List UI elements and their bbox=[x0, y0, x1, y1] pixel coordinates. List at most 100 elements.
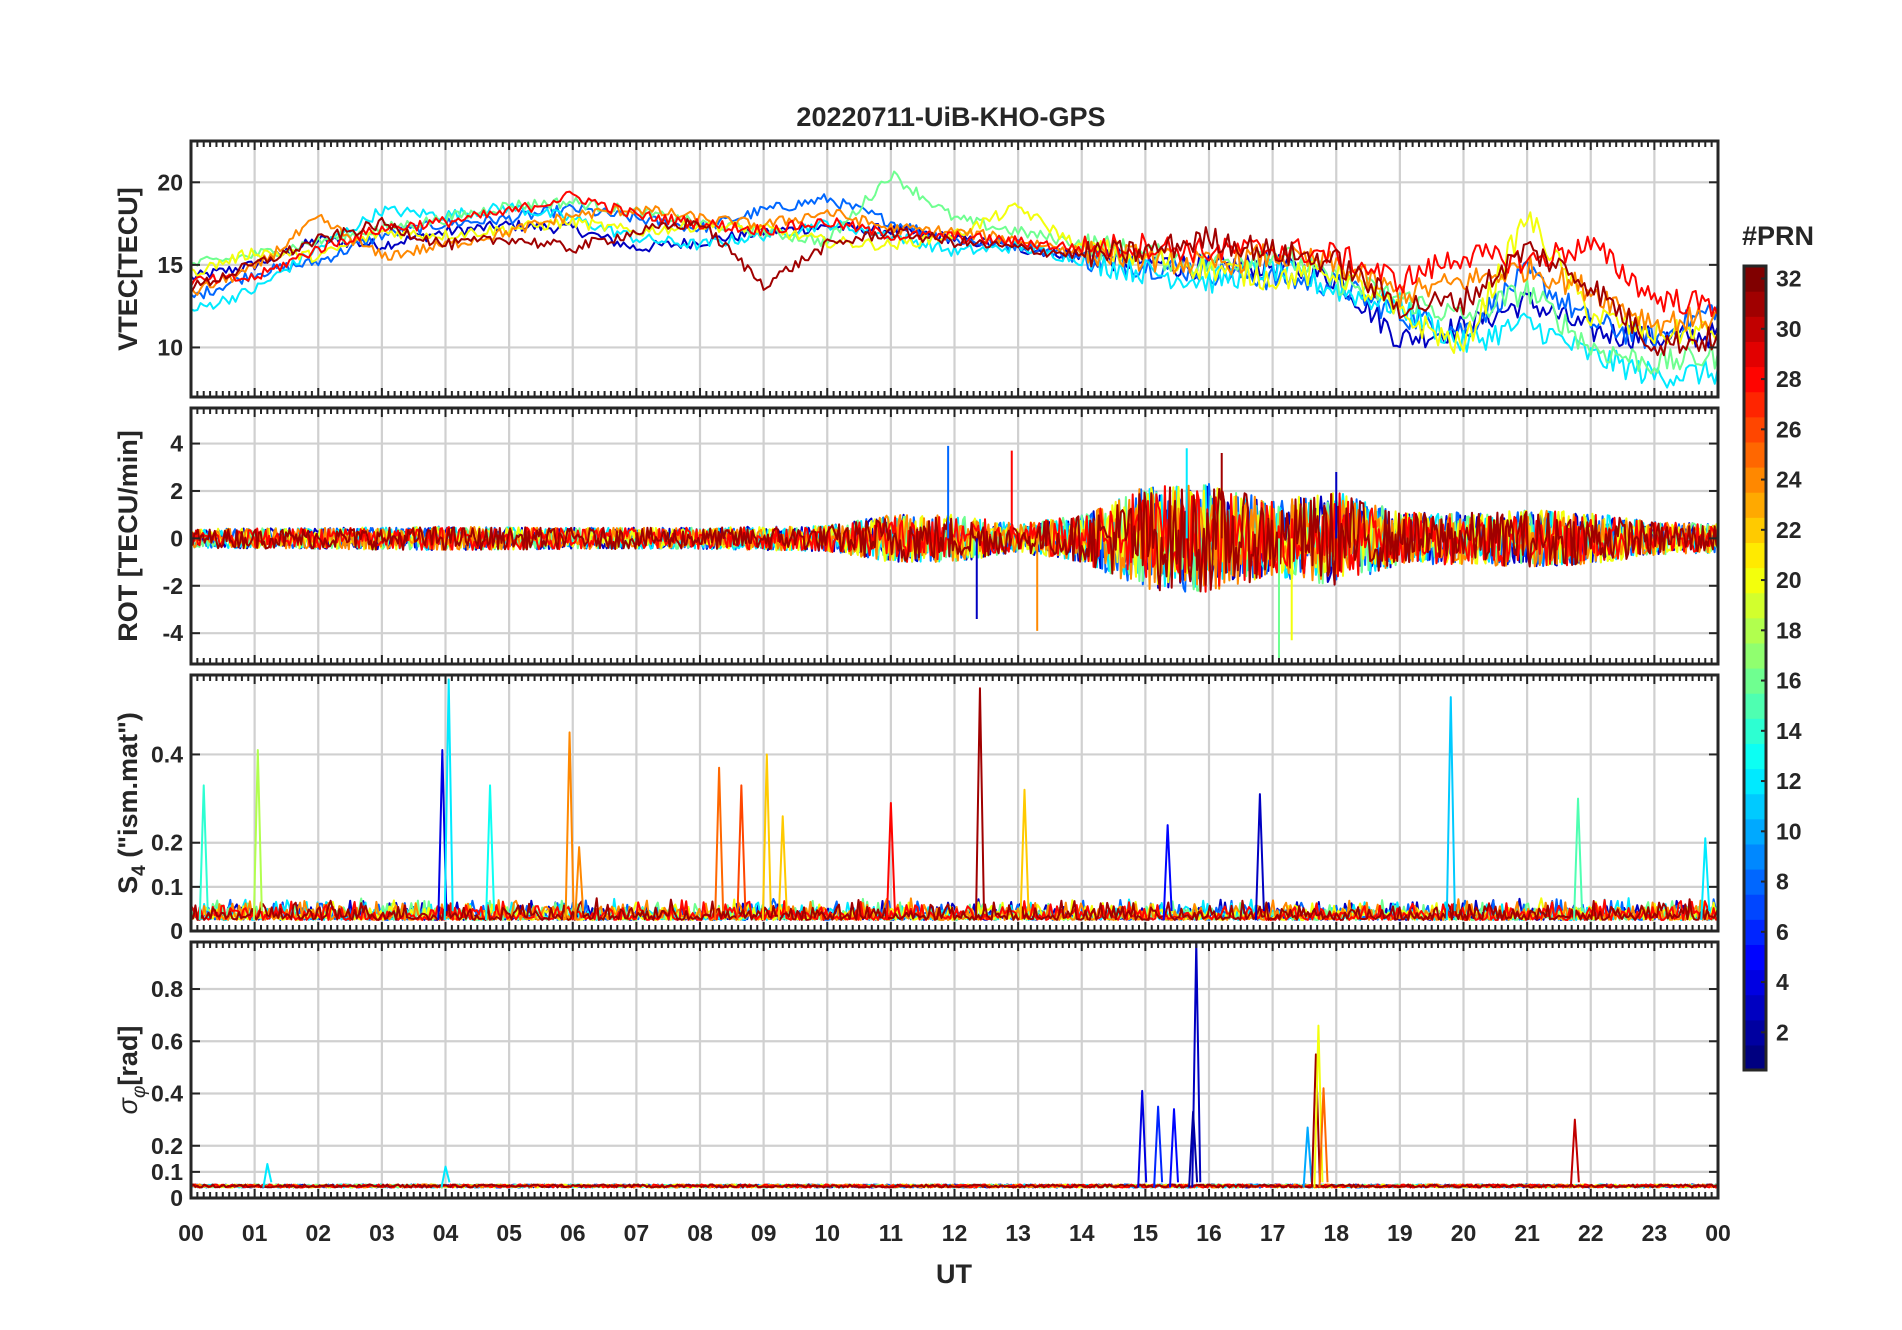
vtec-line-prn-28 bbox=[191, 190, 1718, 318]
colorbar-tick-label: 18 bbox=[1776, 617, 1802, 643]
panel2-spike bbox=[1445, 696, 1456, 920]
panel-vtec: 10 15 20 VTEC[TECU] bbox=[113, 139, 1720, 399]
vtec-line-prn-31 bbox=[191, 216, 1718, 357]
sigma-phi-ticks: 00.10.2 0.4 0.6 0.8 bbox=[151, 942, 1719, 1211]
rot-line-prn-28 bbox=[191, 485, 1718, 593]
panel2-spike bbox=[574, 846, 585, 921]
colorbar-cell bbox=[1744, 919, 1766, 945]
colorbar-tick-label: 12 bbox=[1776, 768, 1802, 794]
colorbar-cell bbox=[1744, 793, 1766, 820]
colorbar-cell bbox=[1744, 517, 1766, 543]
y-tick-label: 0.1 bbox=[151, 874, 183, 900]
y-tick-label: 0 bbox=[170, 525, 183, 551]
x-tick-label: 14 bbox=[1069, 1220, 1095, 1246]
y-tick-label: -2 bbox=[163, 573, 183, 599]
colorbar-cell bbox=[1744, 341, 1766, 368]
colorbar-cell bbox=[1744, 743, 1766, 770]
s4-ylabel-main: S bbox=[113, 876, 143, 894]
colorbar-cell bbox=[1744, 894, 1766, 920]
y-tick-label: 0.2 bbox=[151, 830, 183, 856]
panel3-spike bbox=[1310, 1053, 1321, 1188]
panel2-spike bbox=[564, 731, 575, 920]
y-tick-label: 0.4 bbox=[151, 1081, 183, 1107]
panel-rot: -4 -2 0 2 4 ROT [TECU/min] bbox=[113, 406, 1720, 666]
panel2-spike bbox=[761, 753, 772, 920]
panel2-spike bbox=[1162, 824, 1173, 921]
x-tick-label: 19 bbox=[1387, 1220, 1413, 1246]
colorbar-cell bbox=[1744, 1019, 1766, 1046]
colorbar-tick-label: 20 bbox=[1776, 567, 1802, 593]
colorbar-cell bbox=[1744, 567, 1766, 594]
x-tick-label: 09 bbox=[751, 1220, 777, 1246]
colorbar-tick-label: 16 bbox=[1776, 668, 1802, 694]
s4-ylabel-rest: ("ism.mat") bbox=[113, 712, 143, 865]
y-tick-label: 0 bbox=[170, 1185, 183, 1211]
y-tick-label: 15 bbox=[157, 252, 183, 278]
panel3-spike bbox=[1153, 1105, 1164, 1188]
y-tick-label: 0.8 bbox=[151, 976, 183, 1002]
colorbar-tick-label: 30 bbox=[1776, 316, 1802, 342]
sigma-phi-ylabel-sub: φ bbox=[129, 1086, 150, 1098]
panel2-spike bbox=[443, 678, 454, 920]
x-tick-label: 00 bbox=[1705, 1220, 1731, 1246]
x-tick-label: 07 bbox=[624, 1220, 650, 1246]
colorbar-cell bbox=[1744, 316, 1766, 342]
colorbar-tick-label: 14 bbox=[1776, 718, 1802, 744]
colorbar-cell bbox=[1744, 617, 1766, 644]
colorbar-tick-label: 8 bbox=[1776, 869, 1789, 895]
panel2-spike bbox=[885, 802, 896, 921]
panel3-spike bbox=[1302, 1126, 1313, 1188]
x-tick-label: 10 bbox=[814, 1220, 840, 1246]
colorbar-cell bbox=[1744, 768, 1766, 795]
x-tick-label: 22 bbox=[1578, 1220, 1604, 1246]
s4-ticks: 0 0.1 0.2 0.4 bbox=[151, 675, 1719, 944]
panel3-spike bbox=[440, 1165, 451, 1188]
x-tick-label: 01 bbox=[242, 1220, 268, 1246]
s4-ylabel-sub: 4 bbox=[129, 865, 150, 876]
x-tick-label: 06 bbox=[560, 1220, 586, 1246]
colorbar-tick-label: 32 bbox=[1776, 266, 1802, 292]
panel2-spike bbox=[252, 749, 263, 920]
colorbar-cell bbox=[1744, 668, 1766, 694]
panel3-spike bbox=[1188, 1110, 1199, 1188]
y-tick-label: 0.4 bbox=[151, 741, 183, 767]
colorbar-cell bbox=[1744, 291, 1766, 317]
y-tick-label: 0.1 bbox=[151, 1159, 183, 1185]
x-tick-label: 02 bbox=[305, 1220, 331, 1246]
colorbar-cell bbox=[1744, 492, 1766, 518]
colorbar-tick-label: 26 bbox=[1776, 416, 1802, 442]
colorbar-tick-label: 2 bbox=[1776, 1019, 1789, 1045]
colorbar-tick-label: 22 bbox=[1776, 517, 1802, 543]
x-tick-label: 18 bbox=[1323, 1220, 1349, 1246]
panel2-spike bbox=[974, 687, 985, 920]
y-tick-label: 0.6 bbox=[151, 1028, 183, 1054]
colorbar-cell bbox=[1744, 1044, 1766, 1071]
colorbar-frame bbox=[1742, 264, 1768, 1072]
x-tick-label: 11 bbox=[879, 1220, 904, 1246]
s4-y-axis-label: S4 ("ism.mat") bbox=[113, 712, 150, 894]
colorbar-cell bbox=[1744, 266, 1766, 292]
x-tick-label: 13 bbox=[1005, 1220, 1031, 1246]
panel3-line-prn-31 bbox=[191, 1183, 1718, 1189]
panel2-spike bbox=[736, 784, 747, 920]
colorbar-strip bbox=[1744, 266, 1766, 1071]
vtec-line-prn-24 bbox=[191, 205, 1718, 337]
colorbar-tick-label: 10 bbox=[1776, 818, 1802, 844]
y-tick-label: 10 bbox=[157, 334, 183, 360]
chart-title: 20220711-UiB-KHO-GPS bbox=[796, 102, 1105, 132]
colorbar-cell bbox=[1744, 642, 1766, 669]
panel2-spike bbox=[1019, 788, 1030, 920]
colorbar-cell bbox=[1744, 818, 1766, 845]
rot-y-axis-label: ROT [TECU/min] bbox=[113, 430, 143, 641]
rot-ticks: -4 -2 0 2 4 bbox=[163, 408, 1719, 664]
panel-sigma-phi: 00.10.2 0.4 0.6 0.8 σφ[rad] bbox=[113, 940, 1720, 1211]
x-tick-label: 12 bbox=[942, 1220, 968, 1246]
colorbar-cell bbox=[1744, 969, 1766, 996]
vtec-ticks: 10 15 20 bbox=[157, 141, 1719, 397]
x-tick-label: 03 bbox=[369, 1220, 395, 1246]
x-tick-label: 04 bbox=[433, 1220, 459, 1246]
panel2-spike bbox=[777, 815, 788, 921]
sigma-phi-ylabel-main: σ bbox=[113, 1096, 143, 1114]
